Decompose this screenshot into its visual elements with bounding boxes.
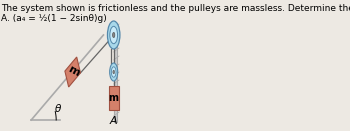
Text: θ: θ bbox=[54, 104, 61, 114]
Circle shape bbox=[113, 32, 115, 37]
Circle shape bbox=[111, 67, 116, 77]
Text: The system shown is frictionless and the pulleys are massless. Determine the acc: The system shown is frictionless and the… bbox=[1, 4, 350, 13]
Bar bbox=[109, 86, 119, 110]
Circle shape bbox=[113, 70, 114, 74]
Bar bbox=[114, 28, 117, 122]
Text: m: m bbox=[109, 93, 119, 103]
Circle shape bbox=[107, 21, 120, 49]
Text: m: m bbox=[66, 64, 81, 78]
Circle shape bbox=[110, 26, 118, 44]
Text: A: A bbox=[110, 116, 118, 126]
Text: A. (a₄ = ½(1 − 2sinθ)g): A. (a₄ = ½(1 − 2sinθ)g) bbox=[1, 14, 107, 23]
Polygon shape bbox=[65, 57, 80, 87]
Circle shape bbox=[110, 63, 118, 81]
